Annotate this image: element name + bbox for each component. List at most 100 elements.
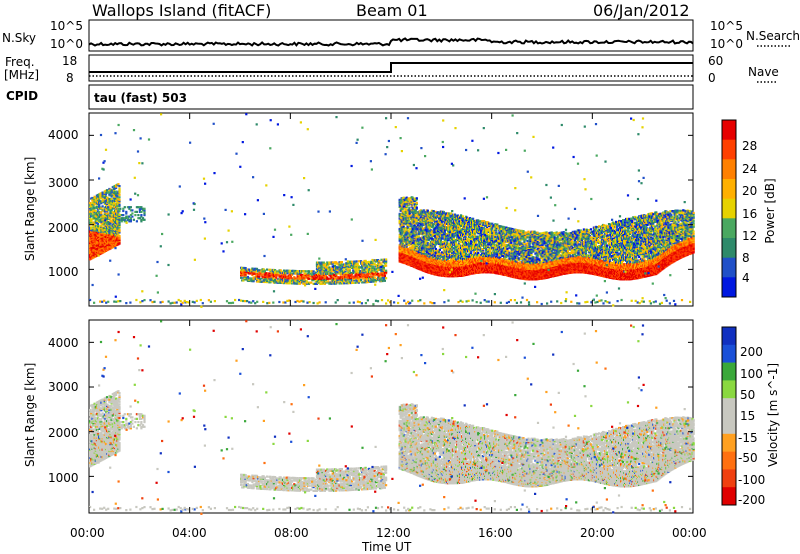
- power-cell: [439, 226, 442, 229]
- noise-sky-label: N.Sky: [2, 32, 36, 44]
- power-cell: [89, 216, 92, 220]
- x-tick-label-0800: 08:00: [274, 527, 309, 539]
- beam-label: Beam 01: [356, 3, 428, 19]
- power-cell: [131, 212, 134, 215]
- power-cell: [89, 201, 92, 205]
- power-cell: [351, 260, 354, 263]
- power-cell: [385, 264, 388, 267]
- power-cell: [90, 231, 93, 234]
- power-cell: [90, 203, 93, 206]
- power-cell: [250, 277, 253, 280]
- power-colorbar-tick-16: 16: [742, 208, 757, 220]
- power-cell: [415, 201, 418, 204]
- cpid-panel-frame: [88, 84, 694, 110]
- power-cell: [240, 276, 243, 279]
- freq-label: Freq.: [5, 56, 35, 68]
- power-cell: [446, 237, 450, 241]
- power-cell: [132, 218, 135, 221]
- power-cell: [449, 219, 453, 222]
- power-cell: [104, 193, 108, 196]
- power-cell: [454, 239, 458, 242]
- velocity-colorbar-tick-15: 15: [740, 410, 755, 422]
- power-cell: [373, 276, 376, 279]
- x-tick-label-0000: 00:00: [70, 527, 105, 539]
- power-cell: [426, 209, 429, 212]
- power-colorbar-tick-28: 28: [742, 140, 757, 152]
- power-cell: [131, 215, 134, 218]
- power-cell: [106, 217, 109, 221]
- power-cell: [309, 272, 312, 275]
- power-cell: [90, 230, 93, 233]
- power-colorbar-tick-4: 4: [742, 272, 750, 284]
- power-cell: [327, 277, 330, 280]
- power-cell: [449, 214, 453, 217]
- power-cell: [118, 228, 121, 231]
- power-cell: [433, 254, 436, 257]
- velocity-colorbar-tick-neg15: -15: [738, 432, 758, 444]
- freq-trace: [89, 62, 693, 73]
- power-cell: [96, 222, 100, 225]
- power-cell: [399, 236, 402, 239]
- power-cell: [408, 227, 411, 231]
- power-cell: [447, 242, 451, 245]
- power-cell: [470, 240, 473, 243]
- power-cell: [90, 227, 93, 230]
- power-cell: [90, 215, 93, 218]
- power-cell: [433, 245, 436, 248]
- power-cell: [408, 246, 411, 249]
- velocity-colorbar-tick-neg200: -200: [738, 494, 765, 506]
- power-cell: [90, 257, 93, 260]
- power-cell: [90, 212, 93, 215]
- power-cell: [363, 268, 366, 271]
- power-cell: [475, 246, 478, 249]
- power-cell: [417, 238, 420, 241]
- power-cell: [314, 271, 317, 274]
- noise-left-tick-top: 10^5: [50, 20, 83, 32]
- power-cell: [258, 275, 261, 278]
- velocity-y-tick-1000: 1000: [48, 472, 79, 484]
- power-cell: [383, 279, 386, 282]
- power-cell: [90, 222, 93, 225]
- power-cell: [456, 234, 460, 237]
- power-cell: [400, 229, 403, 232]
- power-cell: [378, 260, 381, 263]
- power-colorbar-tick-24: 24: [742, 163, 757, 175]
- power-y-tick-1000: 1000: [48, 266, 79, 278]
- power-cell: [118, 193, 121, 196]
- power-cell: [472, 217, 475, 220]
- power-cell: [118, 213, 121, 216]
- x-tick-label-2400: 00:00: [672, 527, 707, 539]
- power-cell: [365, 261, 368, 264]
- power-cell: [398, 219, 401, 222]
- power-cell: [445, 247, 449, 250]
- power-cell: [400, 232, 403, 235]
- power-cell: [434, 247, 437, 251]
- velocity-y-tick-4000: 4000: [48, 337, 79, 349]
- power-cell: [452, 234, 456, 237]
- power-cell: [470, 250, 473, 253]
- power-cell: [90, 245, 93, 248]
- power-cell: [401, 207, 404, 211]
- power-colorbar-tick-8: 8: [742, 252, 750, 264]
- power-cell: [90, 233, 93, 236]
- power-cell: [446, 257, 450, 260]
- power-cell: [107, 212, 110, 215]
- power-cell: [129, 206, 132, 209]
- power-cell: [439, 255, 442, 258]
- cpid-value: tau (fast) 503: [94, 92, 187, 104]
- power-cell: [98, 210, 101, 213]
- power-cell: [90, 220, 93, 223]
- velocity-colorbar-tick-neg50: -50: [738, 452, 758, 464]
- power-cell: [90, 251, 93, 254]
- velocity-colorbar-tick-100: 100: [740, 368, 763, 380]
- power-cell: [421, 227, 424, 230]
- power-cell: [310, 281, 313, 284]
- power-cell: [106, 189, 109, 192]
- power-cell: [140, 214, 143, 217]
- power-cell: [402, 196, 405, 199]
- power-heatmap: [89, 113, 695, 308]
- power-cell: [90, 253, 93, 256]
- power-cell: [259, 278, 262, 281]
- x-axis-title: Time UT: [362, 541, 411, 553]
- power-cell: [90, 246, 93, 249]
